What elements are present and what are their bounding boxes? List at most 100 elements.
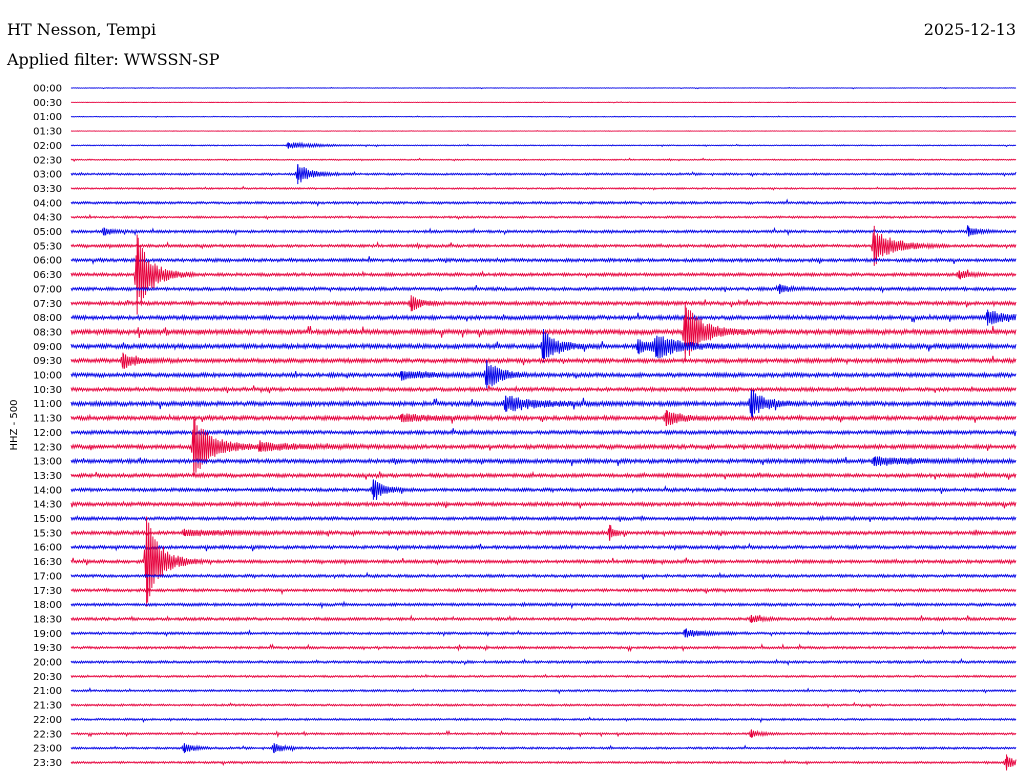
trace-0530	[70, 232, 1017, 265]
time-label: 14:00	[33, 485, 62, 496]
time-label: 22:00	[33, 715, 62, 726]
trace-0030	[70, 101, 1017, 104]
time-label: 00:30	[33, 98, 62, 109]
trace-0800	[70, 310, 1017, 325]
time-label: 18:00	[33, 600, 62, 611]
time-label: 09:00	[33, 342, 62, 353]
trace-0430	[70, 213, 1017, 221]
time-label: 07:00	[33, 284, 62, 295]
trace-1000	[70, 362, 1017, 387]
time-label: 02:30	[33, 155, 62, 166]
trace-1900	[70, 628, 1017, 638]
time-label: 00:00	[33, 84, 62, 95]
trace-1130	[70, 410, 1017, 426]
trace-group	[70, 86, 1017, 771]
time-label: 12:00	[33, 428, 62, 439]
time-label: 19:00	[33, 629, 62, 640]
trace-1230	[70, 419, 1017, 473]
time-label: 17:30	[33, 586, 62, 597]
time-label: 15:30	[33, 528, 62, 539]
trace-0100	[70, 115, 1017, 119]
station-title: HT Nesson, Tempi	[7, 20, 157, 39]
time-label: 18:30	[33, 614, 62, 625]
time-label: 10:30	[33, 385, 62, 396]
trace-2130	[70, 701, 1017, 709]
trace-1930	[70, 643, 1017, 653]
trace-1200	[70, 428, 1017, 437]
trace-1100	[70, 390, 1017, 418]
trace-0200	[70, 141, 1017, 149]
trace-2200	[70, 716, 1017, 724]
time-label: 03:00	[33, 170, 62, 181]
trace-1730	[70, 587, 1017, 596]
time-label: 02:00	[33, 141, 62, 152]
trace-1400	[70, 479, 1017, 501]
time-label: 06:00	[33, 256, 62, 267]
time-label: 01:00	[33, 112, 62, 123]
time-label: 14:30	[33, 500, 62, 511]
time-label: 22:30	[33, 729, 62, 740]
time-label: 08:00	[33, 313, 62, 324]
y-axis-label: HHZ - 500	[9, 400, 20, 451]
time-label: 08:30	[33, 327, 62, 338]
trace-2030	[70, 673, 1017, 679]
trace-2230	[70, 729, 1017, 738]
time-label: 16:30	[33, 557, 62, 568]
time-label: 21:30	[33, 701, 62, 712]
time-label: 06:30	[33, 270, 62, 281]
time-label: 19:30	[33, 643, 62, 654]
trace-1530	[70, 525, 1017, 540]
time-label-group: 00:00 00:30 01:00 01:30 02:00 02:30 03:00 03:30…	[33, 84, 62, 769]
time-label: 03:30	[33, 184, 62, 195]
time-label: 04:00	[33, 198, 62, 209]
time-label: 17:00	[33, 571, 62, 582]
trace-1830	[70, 614, 1017, 623]
time-label: 04:30	[33, 213, 62, 224]
trace-0930	[70, 353, 1017, 369]
time-label: 09:30	[33, 356, 62, 367]
trace-0300	[70, 164, 1017, 183]
time-label: 13:00	[33, 457, 62, 468]
time-label: 05:30	[33, 241, 62, 252]
trace-1430	[70, 500, 1017, 509]
trace-0400	[70, 198, 1017, 208]
trace-1600	[70, 542, 1017, 552]
time-label: 23:30	[33, 758, 62, 769]
trace-0630	[70, 237, 1017, 303]
trace-1700	[70, 571, 1017, 580]
time-label: 11:00	[33, 399, 62, 410]
trace-2300	[70, 743, 1017, 753]
time-label: 05:00	[33, 227, 62, 238]
trace-1630	[70, 522, 1017, 603]
trace-0130	[70, 130, 1017, 132]
trace-0500	[70, 225, 1017, 237]
filter-label: Applied filter: WWSSN-SP	[7, 50, 220, 69]
time-label: 07:30	[33, 299, 62, 310]
trace-0330	[70, 185, 1017, 191]
trace-0000	[70, 86, 1017, 90]
trace-1300	[70, 456, 1017, 467]
time-label: 16:00	[33, 543, 62, 554]
trace-1500	[70, 514, 1017, 523]
time-label: 13:30	[33, 471, 62, 482]
trace-0730	[70, 296, 1017, 312]
trace-0900	[70, 328, 1017, 359]
time-label: 01:30	[33, 127, 62, 138]
trace-1030	[70, 385, 1017, 394]
trace-0600	[70, 256, 1017, 266]
trace-0700	[70, 284, 1017, 294]
time-label: 15:00	[33, 514, 62, 525]
time-label: 20:30	[33, 672, 62, 683]
time-label: 12:30	[33, 442, 62, 453]
trace-1330	[70, 470, 1017, 480]
plot-date: 2025-12-13	[923, 20, 1016, 39]
time-label: 23:00	[33, 744, 62, 755]
time-label: 11:30	[33, 414, 62, 425]
trace-0230	[70, 157, 1017, 163]
time-label: 10:00	[33, 371, 62, 382]
time-label: 21:00	[33, 686, 62, 697]
time-label: 20:00	[33, 658, 62, 669]
trace-2100	[70, 687, 1017, 695]
trace-1800	[70, 600, 1017, 610]
